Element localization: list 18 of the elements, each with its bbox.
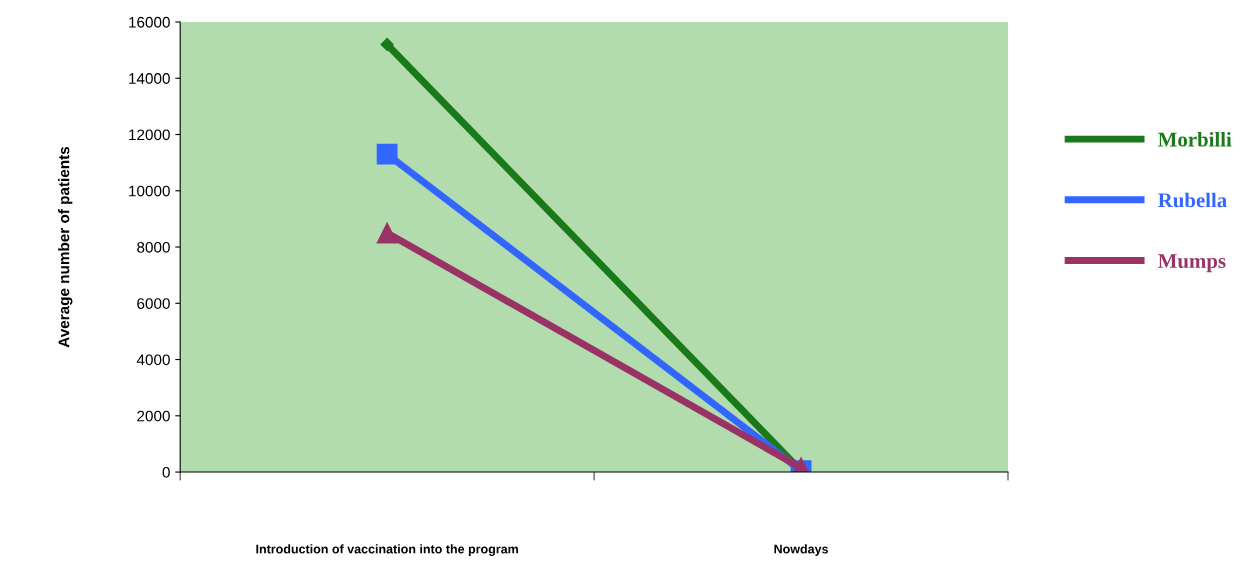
legend-label: Morbilli [1158, 131, 1232, 147]
y-tick-label: 0 [162, 466, 170, 478]
x-tick-label: Introduction of vaccination into the program [256, 544, 518, 556]
y-tick-label: 14000 [129, 73, 170, 84]
y-tick-label: 12000 [129, 129, 170, 141]
legend-label: Mumps [1158, 254, 1226, 273]
y-tick-label: 8000 [137, 241, 170, 253]
y-tick-label: 2000 [137, 410, 170, 422]
y-tick-label: 10000 [129, 185, 170, 197]
x-tick-label: Nowdays [774, 544, 828, 556]
point [376, 143, 398, 165]
y-tick-label: 16000 [129, 16, 170, 28]
y-tick-label: 6000 [137, 298, 170, 309]
y-axis-title: Average number of patients [58, 146, 73, 348]
point [380, 37, 394, 52]
y-tick-label: 4000 [136, 354, 170, 366]
point [376, 222, 398, 244]
legend-label: Rubella [1158, 192, 1227, 208]
